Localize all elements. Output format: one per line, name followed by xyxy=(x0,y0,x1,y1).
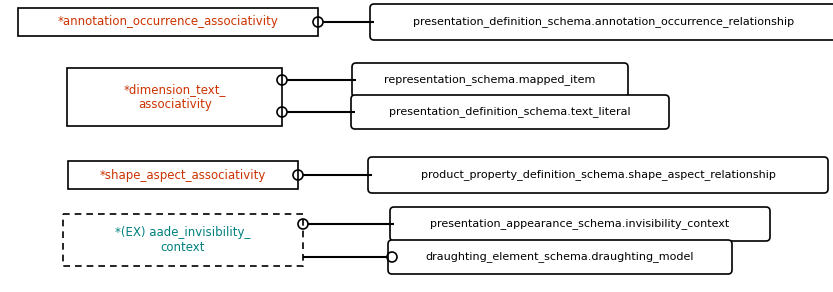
FancyBboxPatch shape xyxy=(18,8,318,36)
Text: *annotation_occurrence_associativity: *annotation_occurrence_associativity xyxy=(57,15,278,29)
FancyBboxPatch shape xyxy=(68,161,298,189)
FancyBboxPatch shape xyxy=(390,207,770,241)
Text: presentation_appearance_schema.invisibility_context: presentation_appearance_schema.invisibil… xyxy=(431,218,730,230)
Text: presentation_definition_schema.text_literal: presentation_definition_schema.text_lite… xyxy=(389,107,631,117)
FancyBboxPatch shape xyxy=(368,157,828,193)
Text: product_property_definition_schema.shape_aspect_relationship: product_property_definition_schema.shape… xyxy=(421,170,776,180)
Text: *shape_aspect_associativity: *shape_aspect_associativity xyxy=(100,168,267,182)
FancyBboxPatch shape xyxy=(67,68,282,126)
Text: *dimension_text_
associativity: *dimension_text_ associativity xyxy=(124,83,227,111)
FancyBboxPatch shape xyxy=(63,214,303,266)
FancyBboxPatch shape xyxy=(370,4,833,40)
Text: draughting_element_schema.draughting_model: draughting_element_schema.draughting_mod… xyxy=(426,251,694,263)
Text: presentation_definition_schema.annotation_occurrence_relationship: presentation_definition_schema.annotatio… xyxy=(413,17,795,27)
Text: *(EX) aade_invisibility_
context: *(EX) aade_invisibility_ context xyxy=(115,226,251,254)
FancyBboxPatch shape xyxy=(351,95,669,129)
FancyBboxPatch shape xyxy=(352,63,628,97)
FancyBboxPatch shape xyxy=(388,240,732,274)
Text: representation_schema.mapped_item: representation_schema.mapped_item xyxy=(384,74,596,86)
